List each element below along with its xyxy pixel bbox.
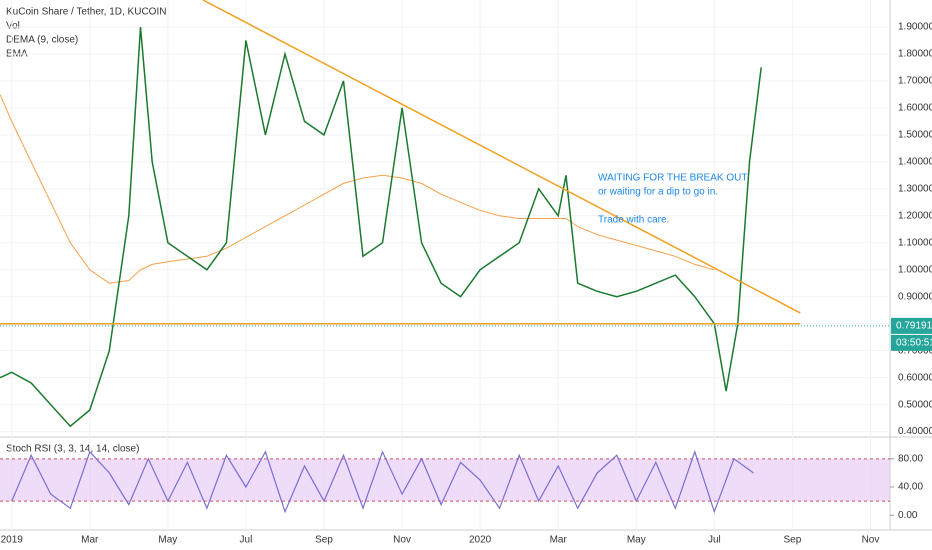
last-price-box [891, 317, 932, 334]
x-tick-label: Nov [862, 535, 880, 546]
y-tick-label: 1.90000 [898, 22, 932, 33]
stoch-line [11, 449, 754, 514]
y-tick-label: 1.80000 [898, 49, 932, 60]
annotation: or waiting for a dip to go in. [598, 187, 718, 198]
x-tick-label: 2019 [1, 535, 24, 546]
y-tick-label: 1.00000 [898, 264, 932, 275]
y-tick-label: 1.50000 [898, 130, 932, 141]
y-tick-label: 1.30000 [898, 183, 932, 194]
x-tick-label: Mar [81, 535, 99, 546]
x-tick-label: Sep [315, 535, 333, 546]
x-tick-label: May [627, 535, 646, 546]
last-price-label: 0.79191 [896, 321, 932, 332]
countdown-label: 03:50:51 [896, 338, 932, 349]
y-tick-label: 0.40000 [898, 426, 932, 437]
x-tick-label: Jul [708, 535, 721, 546]
trendline [202, 0, 801, 314]
x-tick-label: Mar [550, 535, 568, 546]
y-tick-label: 0.50000 [898, 399, 932, 410]
y-tick-label: 0.60000 [898, 372, 932, 383]
y-tick-label: 1.40000 [898, 156, 932, 167]
band [0, 458, 890, 502]
panel-title: Stoch RSI (3, 3, 14, 14, close) [6, 444, 139, 455]
x-tick-label: Jul [240, 535, 253, 546]
y-tick-label: 80.00 [898, 453, 923, 464]
y-tick-label: 0.00 [898, 510, 918, 521]
annotation: WAITING FOR THE BREAK OUT [598, 173, 747, 184]
y-tick-label: 1.60000 [898, 103, 932, 114]
countdown-box [891, 334, 932, 351]
chart-title: KuCoin Share / Tether, 1D, KUCOIN [6, 7, 166, 18]
x-tick-label: Sep [784, 535, 802, 546]
annotation: Trade with care. [598, 215, 669, 226]
y-tick-label: 40.00 [898, 482, 923, 493]
y-tick-label: 1.70000 [898, 76, 932, 87]
y-tick-label: 1.10000 [898, 237, 932, 248]
x-tick-label: May [158, 535, 177, 546]
legend-entry: DEMA (9, close) [6, 35, 78, 46]
price-line [0, 26, 762, 428]
legend-entry: Vol [6, 21, 20, 32]
y-tick-label: 0.90000 [898, 291, 932, 302]
x-tick-label: 2020 [469, 535, 492, 546]
y-tick-label: 1.20000 [898, 210, 932, 221]
x-tick-label: Nov [393, 535, 411, 546]
